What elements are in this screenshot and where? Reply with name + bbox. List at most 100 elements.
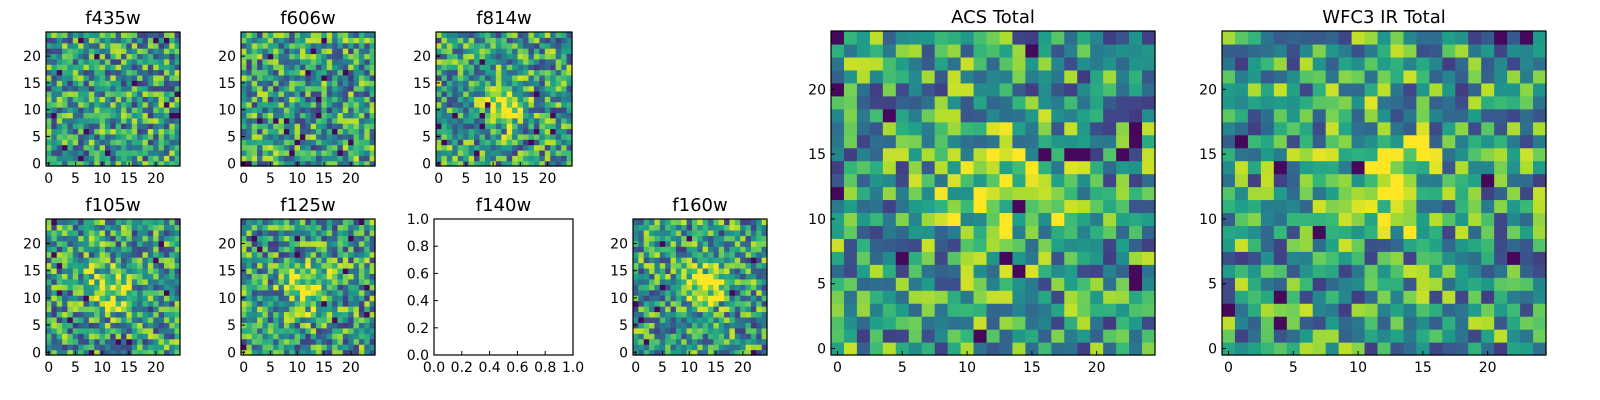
heatmap-cell bbox=[436, 42, 443, 49]
heatmap-cell bbox=[986, 108, 1001, 123]
heatmap-cell bbox=[88, 251, 95, 258]
heatmap-cell bbox=[153, 42, 160, 49]
heatmap-cell bbox=[882, 31, 897, 45]
heatmap-cell bbox=[316, 327, 322, 334]
heatmap-cell bbox=[740, 224, 747, 231]
heatmap-cell bbox=[734, 284, 741, 291]
heatmap-cell bbox=[843, 134, 858, 149]
heatmap-cell bbox=[337, 235, 344, 242]
heatmap-cell bbox=[316, 235, 322, 242]
heatmap-cell bbox=[158, 322, 165, 329]
heatmap-cell bbox=[83, 96, 90, 103]
heatmap-cell bbox=[1064, 186, 1078, 201]
heatmap-cell bbox=[142, 160, 149, 167]
heatmap-cell bbox=[337, 246, 344, 253]
heatmap-cell bbox=[332, 306, 339, 313]
heatmap-cell bbox=[713, 344, 720, 351]
heatmap-cell bbox=[99, 295, 106, 302]
heatmap-cell bbox=[452, 101, 459, 108]
heatmap-cell bbox=[364, 251, 371, 258]
heatmap-cell bbox=[147, 101, 154, 108]
heatmap-cell bbox=[289, 344, 296, 351]
heatmap-cell bbox=[348, 322, 355, 329]
heatmap-cell bbox=[251, 37, 258, 44]
heatmap-cell bbox=[126, 64, 133, 71]
heatmap-cell bbox=[670, 240, 677, 247]
heatmap-cell bbox=[72, 246, 79, 253]
heatmap-cell bbox=[289, 262, 296, 269]
heatmap-cell bbox=[1247, 225, 1262, 239]
heatmap-cell bbox=[147, 112, 154, 119]
heatmap-cell bbox=[528, 85, 535, 92]
heatmap-cell bbox=[246, 295, 253, 302]
heatmap-cell bbox=[137, 257, 144, 264]
heatmap-cell bbox=[973, 95, 988, 110]
heatmap-cell bbox=[305, 306, 312, 313]
heatmap-cell bbox=[358, 327, 365, 334]
heatmap-cell bbox=[457, 123, 464, 130]
heatmap-cell bbox=[1077, 43, 1091, 58]
heatmap-cell bbox=[708, 327, 714, 334]
heatmap-cell bbox=[174, 251, 181, 258]
heatmap-cell bbox=[691, 311, 698, 318]
heatmap-cell bbox=[436, 117, 443, 124]
heatmap-cell bbox=[697, 322, 704, 329]
heatmap-cell bbox=[934, 290, 949, 304]
heatmap-cell bbox=[137, 322, 144, 329]
heatmap-cell bbox=[147, 53, 154, 60]
heatmap-cell bbox=[257, 235, 264, 242]
heatmap-cell bbox=[718, 224, 725, 231]
heatmap-cell bbox=[495, 155, 502, 162]
heatmap-cell bbox=[1416, 264, 1430, 278]
heatmap-cell bbox=[110, 112, 117, 119]
heatmap-cell bbox=[72, 37, 79, 44]
heatmap-cell bbox=[337, 149, 344, 156]
heatmap-cell bbox=[533, 32, 540, 38]
heatmap-cell bbox=[523, 144, 530, 151]
heatmap-cell bbox=[110, 80, 117, 87]
heatmap-cell bbox=[342, 349, 349, 356]
heatmap-cell bbox=[1299, 134, 1314, 149]
heatmap-cell bbox=[643, 327, 650, 334]
heatmap-cell bbox=[654, 338, 661, 345]
heatmap-cell bbox=[337, 219, 344, 226]
heatmap-cell bbox=[110, 96, 117, 103]
heatmap-cell bbox=[294, 316, 301, 323]
heatmap-cell bbox=[321, 85, 328, 92]
heatmap-cell bbox=[110, 229, 117, 236]
heatmap-cell bbox=[1247, 199, 1262, 214]
heatmap-cell bbox=[947, 251, 962, 265]
heatmap-cell bbox=[523, 112, 530, 119]
heatmap-cell bbox=[495, 85, 502, 92]
heatmap-cell bbox=[257, 74, 264, 81]
heatmap-cell bbox=[1442, 160, 1456, 175]
heatmap-cell bbox=[463, 48, 470, 55]
heatmap-cell bbox=[495, 32, 502, 38]
heatmap-cell bbox=[973, 160, 988, 175]
heatmap-cell bbox=[1403, 186, 1417, 201]
heatmap-cell bbox=[78, 96, 85, 103]
heatmap-cell bbox=[337, 278, 344, 285]
heatmap-cell bbox=[670, 311, 677, 318]
heatmap-cell bbox=[686, 273, 693, 280]
heatmap-cell bbox=[490, 85, 497, 92]
heatmap-cell bbox=[353, 289, 360, 296]
heatmap-cell bbox=[110, 74, 117, 81]
heatmap-cell bbox=[512, 85, 519, 92]
heatmap-cell bbox=[1090, 147, 1104, 162]
heatmap-cell bbox=[78, 338, 85, 345]
heatmap-cell bbox=[342, 251, 349, 258]
heatmap-cell bbox=[115, 69, 122, 76]
heatmap-cell bbox=[326, 69, 333, 76]
heatmap-cell bbox=[512, 149, 519, 156]
heatmap-cell bbox=[321, 133, 328, 140]
heatmap-cell bbox=[283, 155, 290, 162]
heatmap-cell bbox=[342, 123, 349, 130]
heatmap-cell bbox=[72, 278, 79, 285]
heatmap-cell bbox=[342, 333, 349, 340]
heatmap-cell bbox=[299, 117, 306, 124]
x-tick-label: 10 bbox=[680, 360, 698, 376]
heatmap-cell bbox=[299, 48, 306, 55]
heatmap-cell bbox=[364, 53, 371, 60]
heatmap-cell bbox=[305, 69, 312, 76]
